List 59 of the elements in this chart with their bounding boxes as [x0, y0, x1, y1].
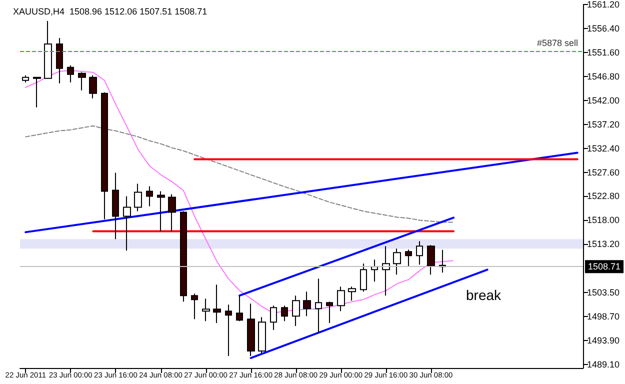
- y-tick-label: 1527.60: [587, 167, 620, 178]
- y-tick-label: 1493.90: [587, 336, 620, 346]
- candlestick: [112, 172, 119, 240]
- candlestick: [101, 92, 108, 220]
- candlestick: [315, 278, 322, 334]
- y-tick-label: 1518.00: [587, 215, 620, 226]
- candlestick: [258, 316, 266, 354]
- y-tick-label: 1513.20: [587, 239, 620, 250]
- y-tick-label: 1542.00: [587, 95, 620, 106]
- candlestick: [225, 304, 232, 357]
- candlestick: [89, 74, 97, 99]
- candlestick: [22, 74, 29, 83]
- y-tick-label: 1498.70: [587, 312, 620, 322]
- annotation: break: [466, 287, 502, 303]
- candlestick: [393, 248, 401, 276]
- candlestick: [78, 72, 86, 91]
- candlestick: [439, 249, 446, 274]
- candlestick: [202, 298, 210, 322]
- candlestick: [360, 263, 367, 292]
- y-tick-label: 1551.60: [587, 47, 620, 58]
- candlestick: [236, 295, 243, 322]
- y-tick-label: 1561.20: [587, 0, 620, 10]
- candlestick: [134, 183, 142, 212]
- candlestick: [157, 190, 165, 232]
- y-tick-label: 1556.40: [587, 23, 620, 34]
- candlestick: [213, 284, 221, 324]
- candlestick: [180, 210, 187, 302]
- candlestick: [416, 240, 423, 266]
- candlestick: [270, 305, 277, 331]
- candlestick: [281, 305, 288, 322]
- candlestick: [123, 196, 131, 252]
- candlestick: [146, 186, 153, 207]
- chart-title: XAUUSD,H4 1508.96 1512.06 1507.51 1508.71: [13, 6, 208, 16]
- line-series: [25, 125, 454, 223]
- y-tick-label: 1522.80: [587, 191, 620, 202]
- candlestick: [405, 249, 412, 268]
- candlestick: [326, 301, 333, 324]
- ref-line-label: 1508.71: [588, 262, 621, 272]
- y-tick-label: 1489.10: [587, 360, 620, 370]
- candlestick: [56, 37, 63, 84]
- candlestick: [337, 286, 345, 312]
- candlestick: [168, 194, 176, 232]
- candlestick: [348, 286, 356, 302]
- candlestick: [292, 295, 300, 327]
- candlestick: [67, 64, 74, 83]
- candlestick: [371, 259, 378, 282]
- y-tick-label: 1546.80: [587, 71, 620, 82]
- candlestick: [33, 76, 41, 108]
- candlestick: [427, 244, 435, 276]
- y-tick-label: 1503.50: [587, 288, 620, 298]
- candlestick: [303, 291, 311, 317]
- candlestick: [382, 246, 390, 296]
- ref-line-label: #5878 sell: [536, 38, 578, 48]
- y-tick-label: 1532.40: [587, 143, 620, 154]
- candlestick: [191, 293, 198, 320]
- y-tick-label: 1537.20: [587, 119, 620, 130]
- candlestick: [247, 303, 255, 357]
- line-series: [25, 70, 454, 314]
- candlestick: [44, 20, 52, 79]
